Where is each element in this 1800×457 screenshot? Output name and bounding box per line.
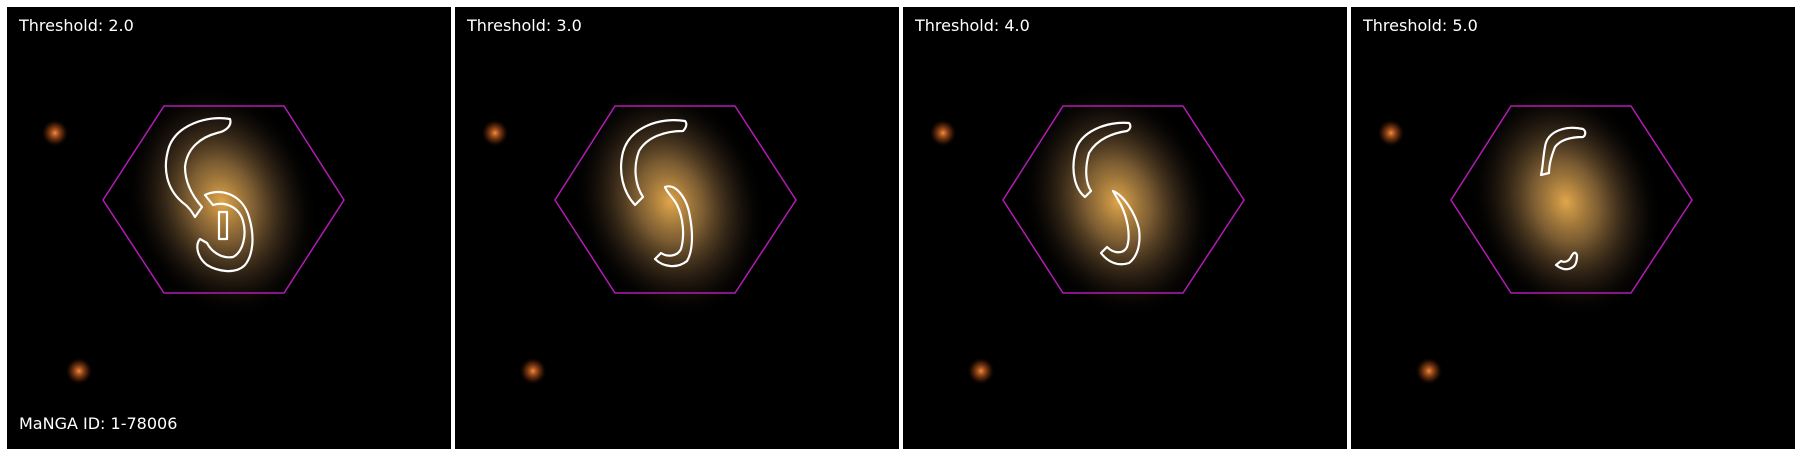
galaxy-glow xyxy=(1467,84,1665,320)
star xyxy=(1377,119,1405,147)
star xyxy=(41,119,69,147)
threshold-label: Threshold: 5.0 xyxy=(1363,16,1478,35)
threshold-label: Threshold: 4.0 xyxy=(915,16,1030,35)
star xyxy=(65,357,93,385)
star xyxy=(929,119,957,147)
image-panel-threshold-4: Threshold: 4.0 xyxy=(903,7,1347,449)
ifu-hexagon xyxy=(1450,105,1693,294)
ifu-hexagon xyxy=(1002,105,1245,294)
contour-lines xyxy=(1072,121,1141,266)
threshold-label: Threshold: 2.0 xyxy=(19,16,134,35)
ifu-hexagon xyxy=(554,105,797,294)
galaxy-image xyxy=(41,84,345,385)
galaxy-image xyxy=(929,84,1245,385)
star xyxy=(1415,357,1443,385)
contour-lines xyxy=(1539,126,1587,271)
galaxy-glow xyxy=(1019,84,1217,320)
contour-lines xyxy=(164,117,254,273)
image-panel-threshold-5: Threshold: 5.0 xyxy=(1351,7,1795,449)
manga-id-label: MaNGA ID: 1-78006 xyxy=(19,414,178,433)
ifu-hexagon xyxy=(102,105,345,294)
star xyxy=(481,119,509,147)
star xyxy=(519,357,547,385)
galaxy-glow xyxy=(571,84,769,320)
galaxy-image xyxy=(481,84,797,385)
galaxy-image xyxy=(1377,84,1693,385)
threshold-label: Threshold: 3.0 xyxy=(467,16,582,35)
galaxy-glow xyxy=(123,84,321,320)
star xyxy=(967,357,995,385)
image-panel-threshold-2: Threshold: 2.0 MaNGA ID: 1-78006 xyxy=(7,7,451,449)
image-panel-threshold-3: Threshold: 3.0 xyxy=(455,7,899,449)
contour-lines xyxy=(619,119,694,268)
